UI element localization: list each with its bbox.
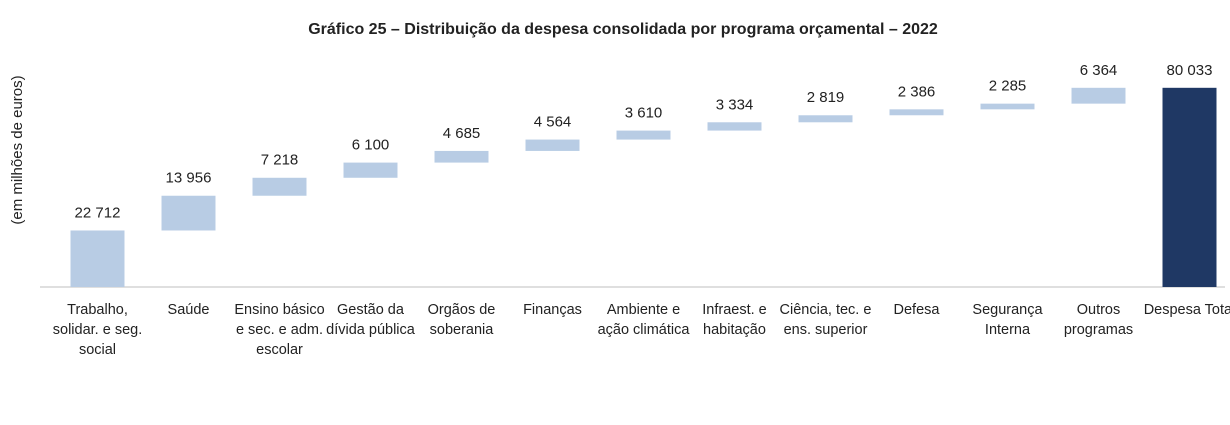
x-tick-label: Infraest. e habitação <box>702 302 767 338</box>
x-tick-label: Outros programas <box>1063 302 1134 338</box>
bar <box>616 130 671 140</box>
data-label: 3 610 <box>625 105 663 122</box>
x-tick-label: Ambiente e ação climática <box>597 302 690 338</box>
data-label: 3 334 <box>716 96 754 113</box>
data-label: 2 819 <box>807 89 845 106</box>
bar <box>343 162 398 178</box>
data-label: 4 564 <box>534 114 572 131</box>
x-tick-label: Orgãos de soberania <box>427 302 496 338</box>
x-tick-label: Saúde <box>167 302 210 318</box>
x-tick-label: Ensino básico e sec. e adm. escolar <box>234 302 325 358</box>
data-label: 22 712 <box>75 204 121 221</box>
data-label: 6 364 <box>1080 62 1118 79</box>
x-tick-label: Despesa Total <box>1143 302 1230 318</box>
bar <box>525 139 580 151</box>
bar <box>1162 87 1217 287</box>
data-label: 2 285 <box>989 78 1027 95</box>
bar <box>70 230 125 287</box>
data-label: 6 100 <box>352 137 390 154</box>
bar <box>252 177 307 196</box>
x-tick-label: Segurança Interna <box>972 302 1043 338</box>
data-label: 7 218 <box>261 152 299 169</box>
bar <box>707 122 762 131</box>
x-tick-label: Defesa <box>893 302 940 318</box>
x-tick-label: Trabalho, solidar. e seg. social <box>52 302 143 358</box>
bar <box>798 115 853 123</box>
x-tick-label: Ciência, tec. e ens. superior <box>779 302 872 338</box>
data-label: 80 033 <box>1167 62 1213 79</box>
bar <box>161 195 216 231</box>
data-label: 13 956 <box>166 170 212 187</box>
x-tick-label: Gestão da dívida pública <box>326 302 415 338</box>
bar <box>434 150 489 163</box>
x-tick-label: Finanças <box>523 302 582 318</box>
data-label: 4 685 <box>443 125 481 142</box>
data-label: 2 386 <box>898 83 936 100</box>
chart-title: Gráfico 25 – Distribuição da despesa con… <box>308 21 938 38</box>
bar <box>980 103 1035 110</box>
bar <box>889 109 944 116</box>
bar <box>1071 87 1126 104</box>
y-axis-label: (em milhões de euros) <box>9 75 26 224</box>
